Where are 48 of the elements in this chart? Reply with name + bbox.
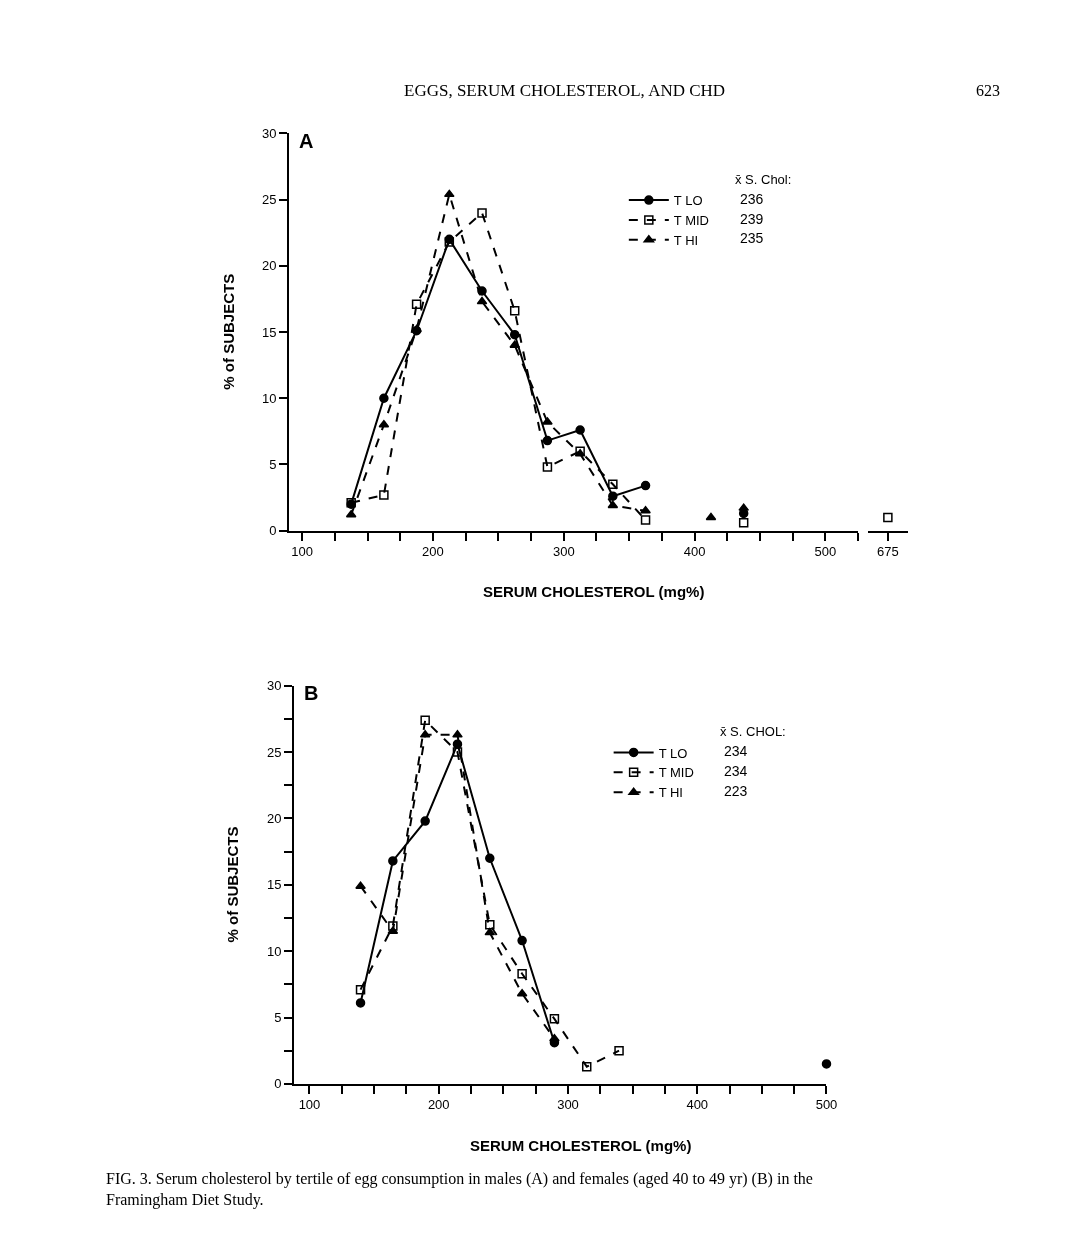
caption: FIG. 3. Serum cholesterol by tertile of egg consumption in males (A) and females (aged 40 to 49 yr) (B) in the Framingham Diet Study. bbox=[106, 1170, 813, 1209]
x-axis-title: SERUM CHOLESTEROL (mg%) bbox=[470, 1137, 692, 1154]
x-tick-label: 300 bbox=[552, 544, 575, 560]
legend-title: x̄ S. Chol: bbox=[735, 172, 792, 187]
legend-label: T LO bbox=[658, 745, 688, 761]
y-tick-label: 20 bbox=[261, 258, 277, 274]
x-tick-label: 675 bbox=[877, 544, 899, 560]
y-axis-title: % of SUBJECTS bbox=[223, 826, 241, 943]
y-tick-label: 5 bbox=[269, 456, 277, 472]
x-tick-label: 500 bbox=[814, 544, 837, 560]
y-tick-label: 10 bbox=[261, 390, 277, 406]
annotation: 234 bbox=[724, 763, 748, 779]
y-tick-label: 0 bbox=[269, 523, 277, 539]
x-tick-label: 100 bbox=[298, 1097, 321, 1113]
y-tick-label: 25 bbox=[261, 192, 277, 208]
y-tick-label: 10 bbox=[266, 943, 282, 959]
legend-label: T MID bbox=[673, 213, 709, 229]
chart-title: B bbox=[304, 682, 319, 704]
y-tick-label: 0 bbox=[274, 1076, 282, 1092]
annotation: 236 bbox=[740, 191, 764, 207]
x-axis-title: SERUM CHOLESTEROL (mg%) bbox=[483, 583, 705, 600]
legend-title: x̄ S. CHOL: bbox=[720, 724, 786, 739]
x-tick-label: 200 bbox=[422, 544, 444, 560]
x-tick-label: 100 bbox=[291, 544, 313, 560]
x-tick-label: 500 bbox=[815, 1097, 838, 1113]
x-tick-label: 200 bbox=[427, 1097, 450, 1113]
y-tick-label: 15 bbox=[261, 324, 277, 340]
y-tick-label: 15 bbox=[266, 877, 282, 893]
x-tick-label: 400 bbox=[686, 1097, 709, 1113]
y-tick-label: 30 bbox=[266, 678, 282, 694]
y-tick-label: 30 bbox=[261, 126, 277, 142]
text: 623 bbox=[976, 82, 1000, 99]
annotation: 223 bbox=[724, 783, 748, 799]
annotation: 234 bbox=[724, 743, 748, 759]
chart-title: A bbox=[299, 130, 314, 152]
legend-label: T HI bbox=[658, 785, 683, 801]
annotation: 235 bbox=[740, 230, 764, 246]
legend-label: T HI bbox=[673, 232, 699, 248]
x-tick-label: 300 bbox=[557, 1097, 579, 1113]
y-tick-label: 25 bbox=[266, 744, 282, 760]
annotation: 239 bbox=[740, 211, 764, 227]
legend-label: T LO bbox=[673, 193, 703, 209]
y-tick-label: 20 bbox=[266, 811, 282, 827]
legend-label: T MID bbox=[658, 765, 694, 781]
text: EGGS, SERUM CHOLESTEROL, AND CHD bbox=[404, 81, 726, 100]
y-axis-title: % of SUBJECTS bbox=[219, 273, 237, 390]
y-tick-label: 5 bbox=[274, 1010, 282, 1026]
x-tick-label: 400 bbox=[683, 544, 706, 560]
